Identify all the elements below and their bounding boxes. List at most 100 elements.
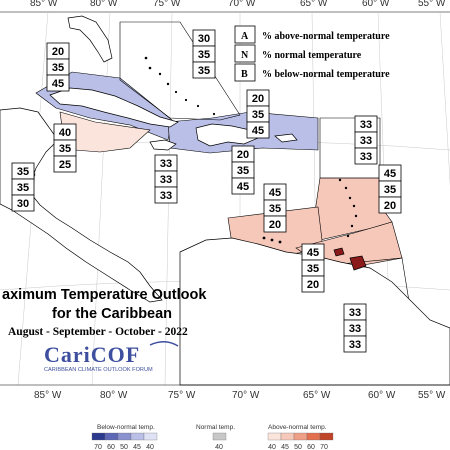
key-letter-n: N xyxy=(241,50,249,61)
lon-label-80: 80° W xyxy=(90,0,118,9)
title-line-1: aximum Temperature Outlook xyxy=(2,287,207,303)
normal-value: 35 xyxy=(237,165,249,177)
below-tick: 45 xyxy=(133,444,141,450)
above-normal-value: 30 xyxy=(198,33,210,45)
caricof-logo: CariCOF CARIBBEAN CLIMATE OUTLOOK FORUM xyxy=(44,341,179,373)
lon-label-70: 70° W xyxy=(228,0,256,9)
land-outlines xyxy=(0,15,450,386)
probability-box-cuba: 20 35 45 xyxy=(46,42,70,92)
title-line-2: for the Caribbean xyxy=(52,306,172,322)
colorbar-above-label: Above-normal temp. xyxy=(268,424,327,431)
bottom-axis: 85° W 80° W 75° W 70° W 65° W 60° W 55° … xyxy=(0,384,450,401)
below-normal-value: 45 xyxy=(237,181,249,193)
lon-label-65: 65° W xyxy=(300,0,328,9)
probability-cell xyxy=(231,177,255,195)
colorbar: Below-normal temp. Normal temp. Above-no… xyxy=(91,424,334,450)
lon-label-75: 75° W xyxy=(153,0,181,9)
normal-value: 33 xyxy=(360,135,372,147)
probability-cell xyxy=(301,275,325,293)
probability-cell xyxy=(46,74,70,92)
grenada-tobago-islands xyxy=(333,247,345,257)
above-swatch-4 xyxy=(319,432,334,441)
lon-label-60: 60° W xyxy=(362,0,390,9)
key-letter-a: A xyxy=(241,31,249,42)
normal-value: 35 xyxy=(17,182,29,194)
bottom-lon-85: 85° W xyxy=(34,390,62,401)
probability-box-eastern-caribbean-north: 33 33 33 xyxy=(354,115,378,165)
below-normal-value: 25 xyxy=(59,159,71,171)
key-text-b: % below-normal temperature xyxy=(262,69,390,80)
above-tick: 40 xyxy=(268,444,276,450)
puerto-rico-island xyxy=(274,133,298,143)
key-letter-b: B xyxy=(241,69,248,80)
bottom-lon-55: 55° W xyxy=(418,390,446,401)
above-swatch-1 xyxy=(280,432,295,441)
normal-value: 35 xyxy=(307,263,319,275)
above-swatch-3 xyxy=(306,432,321,441)
lon-label-85: 85° W xyxy=(30,0,58,9)
above-swatch-0 xyxy=(267,432,282,441)
title-block: aximum Temperature Outlook for the Carib… xyxy=(2,287,207,338)
probability-box-hispaniola-south: 20 35 45 xyxy=(231,145,255,195)
florida xyxy=(67,15,113,63)
above-normal-value: 20 xyxy=(237,149,249,161)
below-swatch-2 xyxy=(117,432,132,441)
normal-value: 35 xyxy=(269,203,281,215)
abn-key: A % above-normal temperature N % normal … xyxy=(234,25,390,82)
probability-box-hispaniola-north: 20 35 45 xyxy=(246,89,270,139)
hispaniola-island xyxy=(195,123,259,147)
below-normal-value: 30 xyxy=(17,198,29,210)
normal-tick: 40 xyxy=(215,444,223,450)
period-subtitle: August - September - October - 2022 xyxy=(8,326,188,338)
above-normal-value: 45 xyxy=(384,168,396,180)
below-tick: 50 xyxy=(120,444,128,450)
bottom-lon-70: 70° W xyxy=(232,390,260,401)
probability-cell xyxy=(154,186,178,204)
above-normal-value: 45 xyxy=(269,187,281,199)
bottom-lon-65: 65° W xyxy=(303,390,331,401)
probability-box-guianas: 33 33 33 xyxy=(343,303,367,353)
normal-value: 33 xyxy=(160,174,172,186)
below-normal-value: 33 xyxy=(360,151,372,163)
bottom-lon-80: 80° W xyxy=(100,390,128,401)
below-normal-value: 45 xyxy=(252,125,264,137)
probability-box-abc-islands: 45 35 20 xyxy=(301,243,325,293)
normal-value: 35 xyxy=(59,143,71,155)
probability-cell xyxy=(343,335,367,353)
probability-box-jamaica: 33 33 33 xyxy=(154,154,178,204)
region-bahamas-outline xyxy=(119,21,241,121)
probability-box-lesser-antilles: 45 35 20 xyxy=(378,164,402,214)
small-islands xyxy=(144,56,358,244)
below-normal-value: 35 xyxy=(198,65,210,77)
above-tick: 70 xyxy=(320,444,328,450)
above-tick: 60 xyxy=(307,444,315,450)
above-tick: 45 xyxy=(281,444,289,450)
key-text-n: % normal temperature xyxy=(262,50,362,61)
above-swatch-2 xyxy=(293,432,308,441)
normal-value: 35 xyxy=(52,62,64,74)
above-normal-value: 33 xyxy=(360,119,372,131)
above-normal-value: 20 xyxy=(252,93,264,105)
probability-cell xyxy=(192,61,216,79)
below-swatch-4 xyxy=(143,432,158,441)
below-tick: 40 xyxy=(146,444,154,450)
above-normal-value: 45 xyxy=(307,247,319,259)
above-normal-value: 33 xyxy=(349,307,361,319)
lon-label-55: 55° W xyxy=(418,0,446,9)
probability-cell xyxy=(354,147,378,165)
trinidad-island xyxy=(349,255,367,271)
below-swatch-1 xyxy=(104,432,119,441)
below-swatch-3 xyxy=(130,432,145,441)
above-tick: 50 xyxy=(294,444,302,450)
key-text-a: % above-normal temperature xyxy=(262,31,390,42)
bottom-lon-60: 60° W xyxy=(368,390,396,401)
probability-cell xyxy=(246,121,270,139)
probability-cell xyxy=(11,194,35,212)
normal-value: 33 xyxy=(349,323,361,335)
probability-box-caribbean-sea-south: 45 35 20 xyxy=(263,183,287,233)
probability-box-belize-yucatan: 40 35 25 xyxy=(53,123,77,173)
colorbar-normal-label: Normal temp. xyxy=(196,424,235,431)
normal-value: 35 xyxy=(198,49,210,61)
